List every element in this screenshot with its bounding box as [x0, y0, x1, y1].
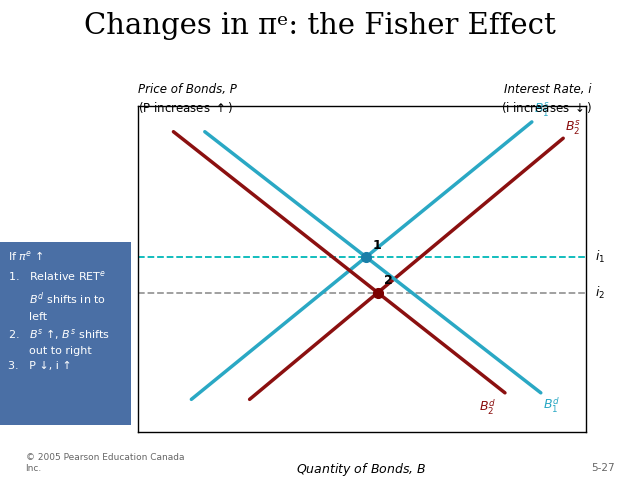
Text: If $\pi^e$ ↑
1.   Relative RET$^e$
      $B^d$ shifts in to
      left
2.   $B^s: If $\pi^e$ ↑ 1. Relative RET$^e$ $B^d$ s…	[8, 250, 109, 371]
Text: $i_1$: $i_1$	[595, 249, 605, 265]
Text: $P_1$: $P_1$	[112, 250, 127, 264]
Text: $B_1^d$: $B_1^d$	[543, 396, 560, 416]
Text: Price of Bonds, P: Price of Bonds, P	[138, 83, 236, 96]
Text: © 2005 Pearson Education Canada
Inc.: © 2005 Pearson Education Canada Inc.	[26, 454, 184, 473]
Text: 1: 1	[372, 239, 381, 252]
Text: $i_2$: $i_2$	[595, 285, 605, 300]
Text: $B_2^s$: $B_2^s$	[566, 119, 581, 137]
Text: $P_2$: $P_2$	[112, 285, 127, 300]
Text: 5-27: 5-27	[591, 463, 614, 473]
Text: Changes in πᵉ: the Fisher Effect: Changes in πᵉ: the Fisher Effect	[84, 12, 556, 40]
Text: $B_2^d$: $B_2^d$	[479, 398, 496, 417]
Text: $B_1^s$: $B_1^s$	[534, 101, 550, 119]
Text: Interest Rate, i: Interest Rate, i	[504, 83, 592, 96]
Text: 2: 2	[385, 275, 393, 288]
Text: Quantity of Bonds, $B$: Quantity of Bonds, $B$	[296, 461, 427, 479]
Text: (P increases $\uparrow$): (P increases $\uparrow$)	[138, 100, 233, 115]
Text: (i increases $\downarrow$): (i increases $\downarrow$)	[500, 100, 592, 115]
